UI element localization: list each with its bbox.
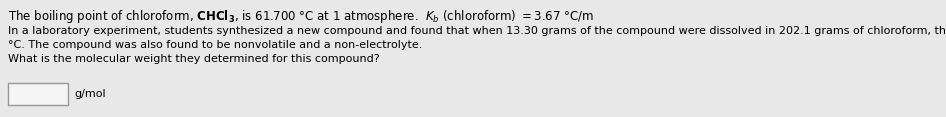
Text: °C. The compound was also found to be nonvolatile and a non-electrolyte.: °C. The compound was also found to be no… <box>8 40 422 50</box>
Text: The boiling point of chloroform, $\mathbf{CHCl_3}$, is 61.700 °C at 1 atmosphere: The boiling point of chloroform, $\mathb… <box>8 8 594 25</box>
Text: g/mol: g/mol <box>74 89 106 99</box>
Text: What is the molecular weight they determined for this compound?: What is the molecular weight they determ… <box>8 54 379 64</box>
Bar <box>8 83 68 105</box>
Text: In a laboratory experiment, students synthesized a new compound and found that w: In a laboratory experiment, students syn… <box>8 26 946 36</box>
